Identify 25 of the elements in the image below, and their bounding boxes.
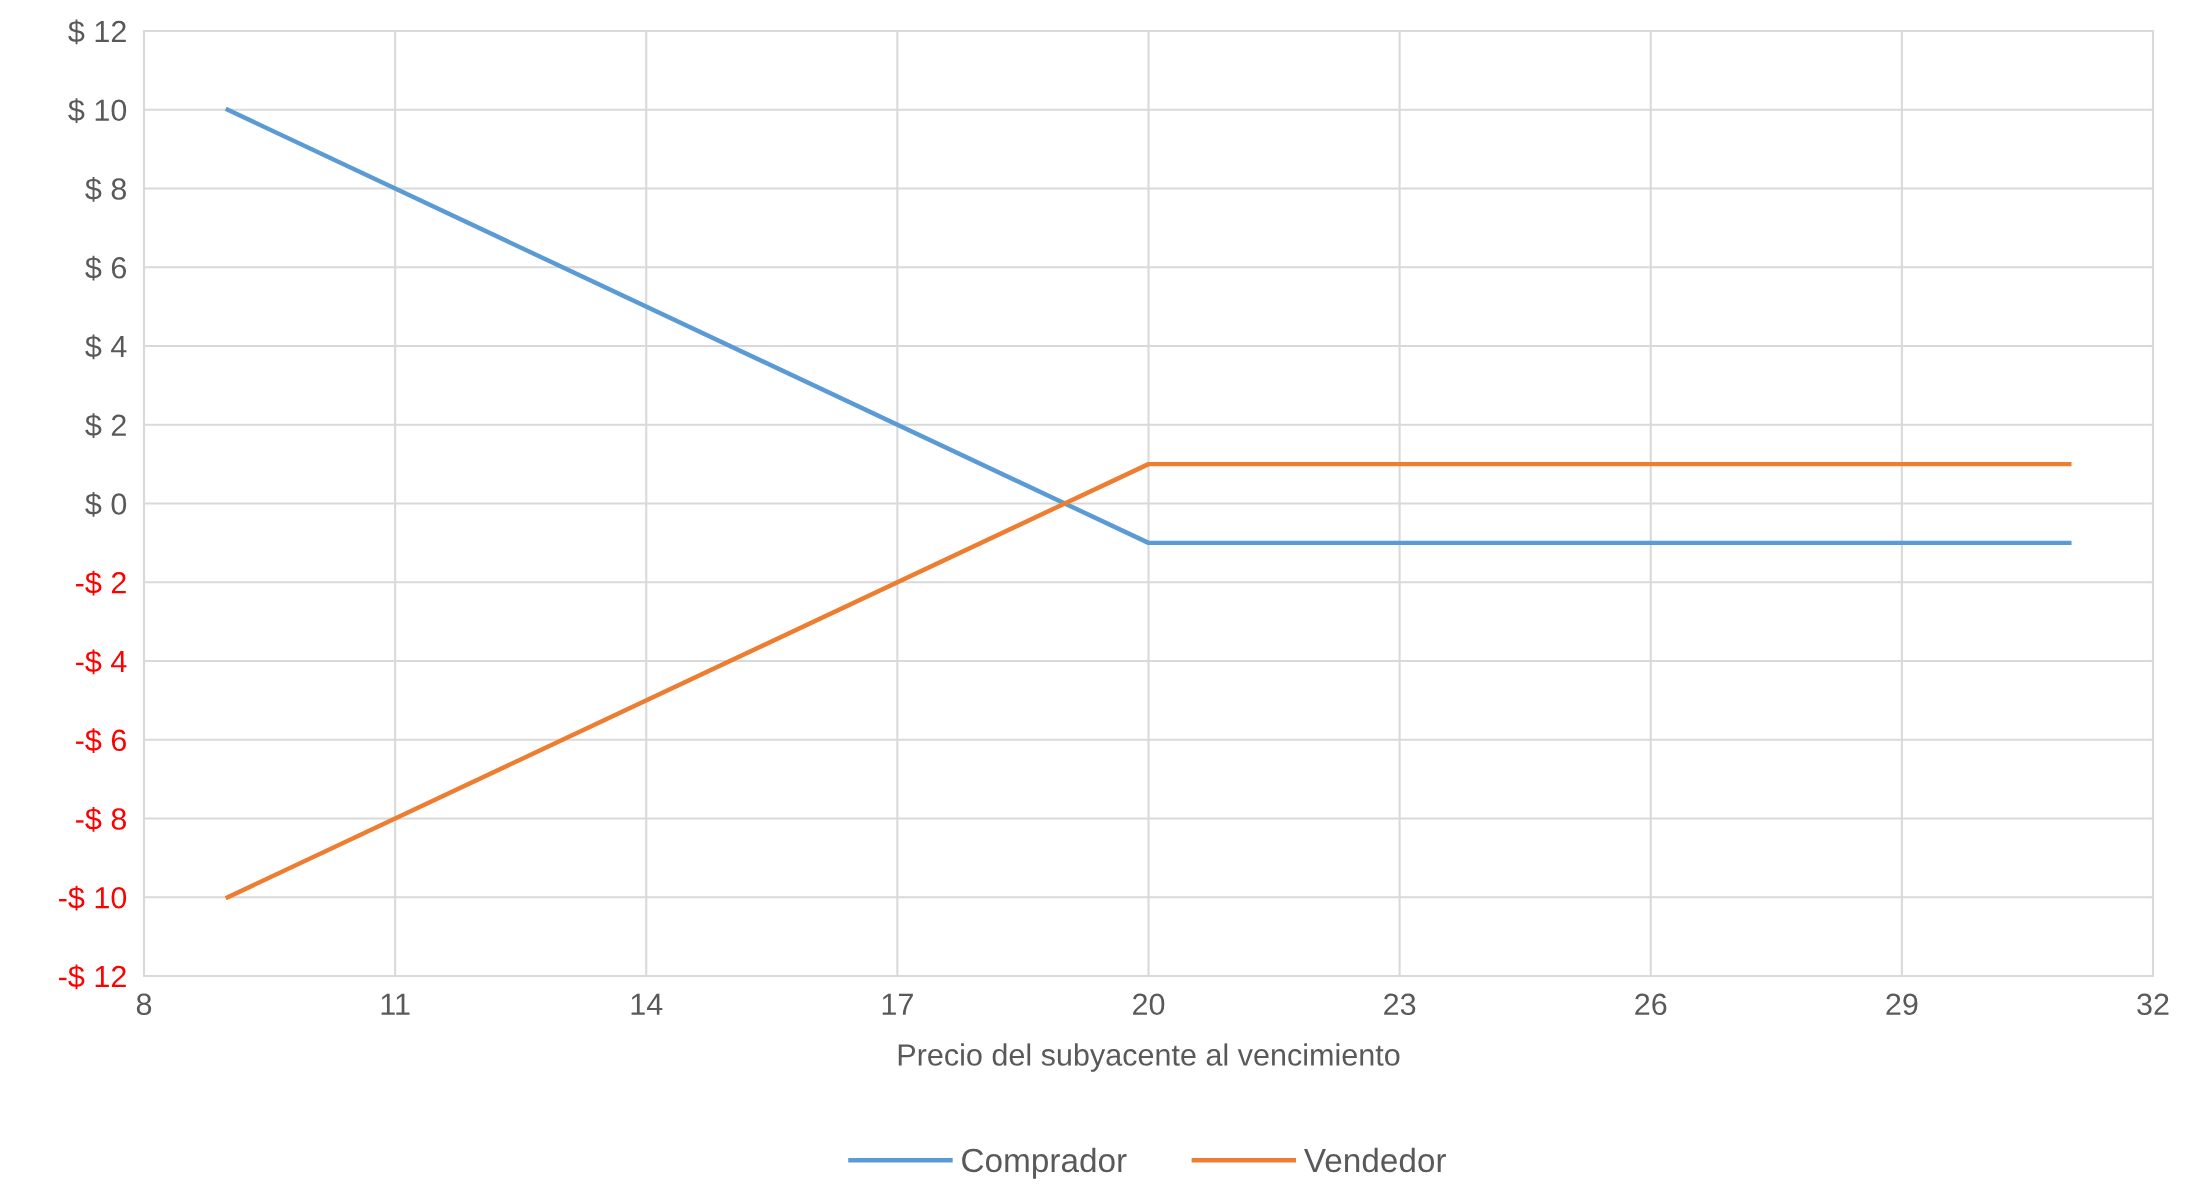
y-tick-label: $ 6	[85, 255, 126, 281]
y-tick-label: -$ 8	[76, 806, 127, 832]
y-tick-label: $ 4	[85, 334, 127, 360]
x-tick-label: 11	[381, 993, 410, 1015]
y-tick-label: -$ 4	[76, 649, 127, 675]
x-tick-label: 20	[1133, 993, 1165, 1016]
x-tick-label: 17	[882, 993, 913, 1015]
y-tick-label: -$ 10	[59, 885, 127, 911]
y-tick-label: $ 12	[68, 19, 126, 45]
x-tick-label: 32	[2137, 993, 2169, 1016]
y-tick-label: $ 2	[85, 413, 126, 438]
legend-label: Vendedor	[1303, 1147, 1447, 1173]
y-tick-label: $ 10	[68, 98, 127, 123]
x-tick-label: 14	[631, 993, 663, 1015]
y-tick-label: -$ 6	[76, 728, 126, 753]
y-tick-label: $ 8	[85, 176, 127, 202]
x-tick-label: 26	[1635, 993, 1667, 1016]
y-tick-label: -$ 12	[59, 964, 126, 990]
x-axis-title: Precio del subyacente al vencimiento	[898, 1043, 1400, 1072]
y-tick-label: $ 0	[85, 491, 127, 517]
x-tick-label: 23	[1384, 993, 1416, 1016]
x-tick-label: 8	[136, 993, 152, 1016]
y-tick-label: -$ 2	[76, 570, 126, 596]
legend-label: Comprador	[962, 1147, 1127, 1179]
x-tick-label: 29	[1886, 993, 1918, 1016]
